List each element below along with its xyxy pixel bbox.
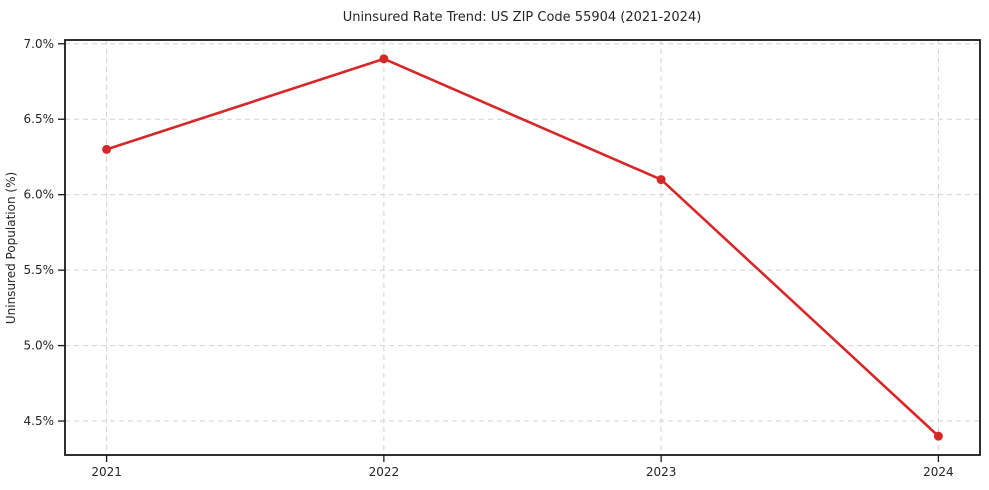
trend-line <box>105 57 940 438</box>
chart-title: Uninsured Rate Trend: US ZIP Code 55904 … <box>343 10 702 25</box>
x-tick-label: 2022 <box>369 465 400 479</box>
y-tick-label: 5.5% <box>24 263 55 277</box>
y-tick-label: 6.0% <box>24 188 55 202</box>
x-tick-label: 2021 <box>91 465 122 479</box>
y-tick-label: 4.5% <box>24 414 55 428</box>
x-tick-label: 2023 <box>646 465 677 479</box>
x-tick-label: 2024 <box>923 465 954 479</box>
data-point-marker <box>102 144 112 154</box>
y-tick-label: 7.0% <box>24 37 55 51</box>
data-point-marker <box>656 175 666 185</box>
tick-marks-layer <box>58 43 940 462</box>
x-tick-labels: 2021 2022 2023 2024 <box>91 465 953 479</box>
y-axis-label: Uninsured Population (%) <box>4 172 18 324</box>
y-tick-label: 5.0% <box>24 339 55 353</box>
y-tick-label: 6.5% <box>24 112 55 126</box>
data-point-marker <box>933 431 943 441</box>
data-point-marker <box>379 54 389 64</box>
plot-border <box>64 39 981 456</box>
y-tick-labels: 4.5% 5.0% 5.5% 6.0% 6.5% 7.0% <box>24 37 55 428</box>
trend-line-layer <box>102 54 943 441</box>
gridlines-layer <box>65 40 980 455</box>
